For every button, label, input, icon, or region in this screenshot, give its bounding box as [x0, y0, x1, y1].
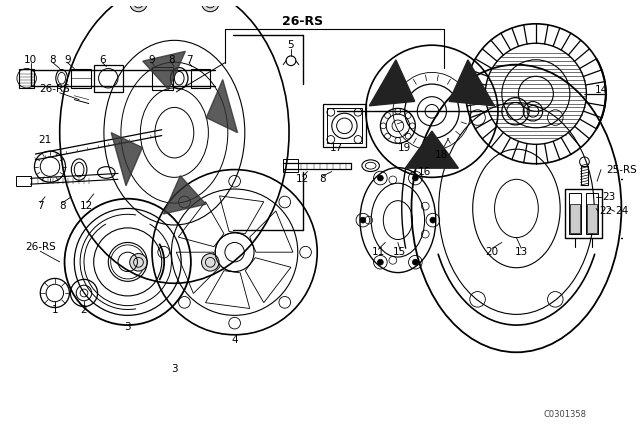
Text: 16: 16 [417, 167, 431, 177]
Text: 22: 22 [599, 207, 612, 216]
Polygon shape [143, 52, 186, 90]
Text: 21: 21 [38, 135, 52, 146]
Circle shape [412, 259, 419, 265]
Text: 8: 8 [49, 55, 56, 65]
Bar [327, 108, 362, 143]
Text: 20: 20 [486, 247, 499, 257]
Polygon shape [369, 60, 415, 106]
Circle shape [360, 217, 366, 223]
Text: 8: 8 [168, 55, 175, 65]
Bar [569, 193, 580, 234]
Text: 6: 6 [99, 55, 106, 65]
Text: 8: 8 [319, 174, 325, 184]
Polygon shape [111, 133, 143, 186]
Bar [586, 193, 598, 234]
Polygon shape [449, 60, 495, 106]
Text: 7: 7 [37, 201, 44, 211]
Bar [284, 159, 298, 172]
Circle shape [130, 0, 147, 12]
Circle shape [430, 217, 436, 223]
Bar [191, 69, 211, 88]
Text: 19: 19 [398, 143, 412, 153]
Text: 12: 12 [296, 174, 309, 184]
Circle shape [202, 0, 219, 12]
Bar [570, 203, 580, 233]
Circle shape [378, 259, 383, 265]
Text: 10: 10 [24, 55, 37, 65]
Text: 25-RS: 25-RS [606, 164, 637, 175]
Bar [323, 104, 366, 147]
Text: 11: 11 [372, 247, 385, 257]
Text: 3: 3 [171, 364, 178, 374]
Text: 17: 17 [330, 143, 343, 153]
Polygon shape [405, 131, 458, 168]
Polygon shape [206, 80, 237, 133]
Circle shape [202, 254, 219, 271]
Text: 23: 23 [602, 192, 615, 202]
Text: 26-RS: 26-RS [40, 84, 70, 94]
Text: 12: 12 [80, 201, 93, 211]
Bar [565, 189, 602, 237]
Text: 9: 9 [64, 55, 71, 65]
Text: 5: 5 [287, 40, 294, 50]
Circle shape [378, 175, 383, 181]
Text: 9: 9 [148, 55, 156, 65]
Bar [19, 69, 35, 88]
Text: C0301358: C0301358 [543, 410, 586, 419]
Bar [588, 203, 597, 233]
Text: 15: 15 [393, 247, 406, 257]
Text: 2: 2 [81, 306, 87, 315]
Text: 4: 4 [231, 335, 238, 345]
Text: 7: 7 [186, 55, 192, 65]
Text: 18: 18 [435, 150, 448, 160]
Bar [580, 166, 588, 185]
Bar [16, 177, 31, 186]
Text: 1: 1 [52, 306, 58, 315]
Text: 13: 13 [515, 247, 528, 257]
Bar [71, 69, 91, 88]
Polygon shape [163, 176, 206, 214]
Text: 24: 24 [616, 207, 628, 216]
Text: 26-RS: 26-RS [25, 242, 56, 252]
Text: 14: 14 [595, 85, 607, 95]
Bar [152, 67, 173, 90]
Circle shape [130, 254, 147, 271]
Circle shape [412, 175, 419, 181]
Text: 3: 3 [124, 322, 131, 332]
Text: 8: 8 [60, 201, 66, 211]
Bar [93, 65, 123, 92]
Text: 26-RS: 26-RS [282, 15, 323, 28]
